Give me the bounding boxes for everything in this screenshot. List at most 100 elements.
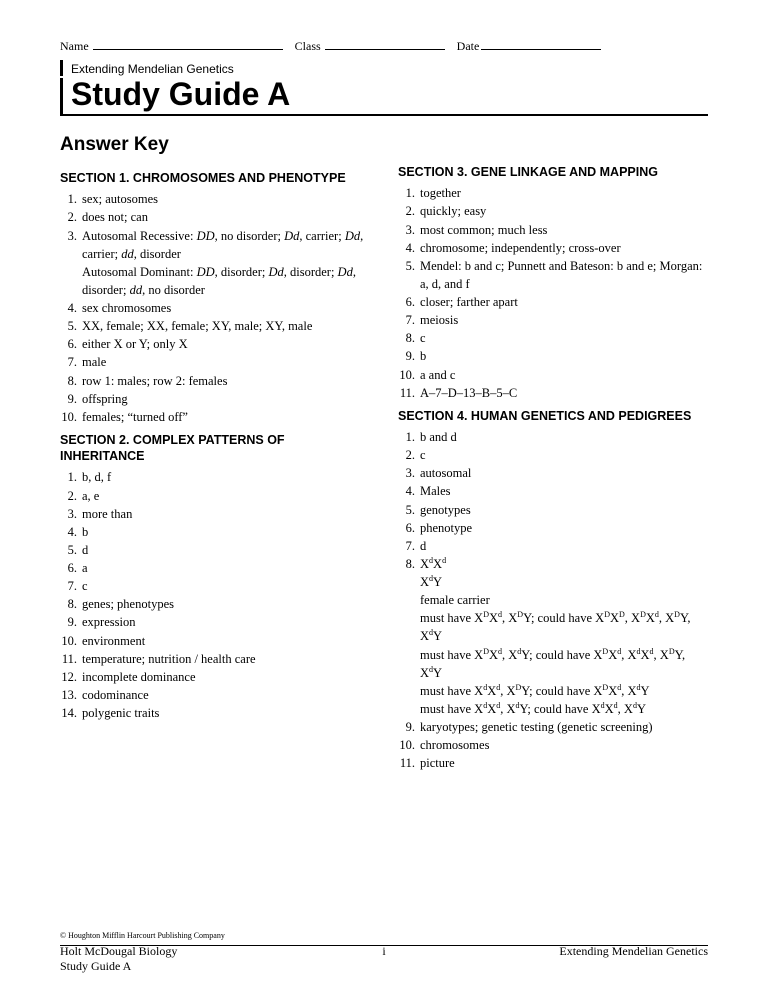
item-number: 2. — [60, 487, 82, 505]
list-item: 1.b and d — [398, 428, 708, 446]
item-number: 14. — [60, 704, 82, 722]
item-number: 1. — [60, 468, 82, 486]
item-text: c — [420, 329, 708, 347]
section3-head: SECTION 3. GENE LINKAGE AND MAPPING — [398, 164, 708, 180]
list-item: 9.karyotypes; genetic testing (genetic s… — [398, 718, 708, 736]
section2-head: SECTION 2. COMPLEX PATTERNS OF INHERITAN… — [60, 432, 370, 465]
section1-list: 1.sex; autosomes2.does not; can3.Autosom… — [60, 190, 370, 426]
item-number: 6. — [398, 519, 420, 537]
item-number: 12. — [60, 668, 82, 686]
list-item: 4.sex chromosomes — [60, 299, 370, 317]
list-item: 11.temperature; nutrition / health care — [60, 650, 370, 668]
item-text: autosomal — [420, 464, 708, 482]
section2-list: 1.b, d, f2.a, e3.more than4.b5.d6.a7.c8.… — [60, 468, 370, 722]
left-column: SECTION 1. CHROMOSOMES AND PHENOTYPE 1.s… — [60, 164, 370, 776]
name-label: Name — [60, 39, 89, 54]
list-item: 6.closer; farther apart — [398, 293, 708, 311]
list-item: 13.codominance — [60, 686, 370, 704]
footer-left: Holt McDougal Biology Study Guide A — [60, 944, 177, 974]
item-number: 2. — [398, 446, 420, 464]
list-item: 3.autosomal — [398, 464, 708, 482]
item-text: male — [82, 353, 370, 371]
item-number: 5. — [398, 257, 420, 275]
date-label: Date — [457, 39, 480, 54]
list-item: 4.Males — [398, 482, 708, 500]
item-number: 4. — [398, 482, 420, 500]
item-text: A–7–D–13–B–5–C — [420, 384, 708, 402]
item-text: environment — [82, 632, 370, 650]
item-text: Autosomal Recessive: DD, no disorder; Dd… — [82, 227, 370, 300]
list-item: 6.either X or Y; only X — [60, 335, 370, 353]
item-text: sex; autosomes — [82, 190, 370, 208]
list-item: 8.XdXdXdYfemale carriermust have XDXd, X… — [398, 555, 708, 718]
item-number: 1. — [398, 184, 420, 202]
class-label: Class — [295, 39, 321, 54]
section4-head: SECTION 4. HUMAN GENETICS AND PEDIGREES — [398, 408, 708, 424]
item-text: polygenic traits — [82, 704, 370, 722]
item-number: 5. — [60, 541, 82, 559]
list-item: 12.incomplete dominance — [60, 668, 370, 686]
copyright: © Houghton Mifflin Harcourt Publishing C… — [60, 931, 225, 940]
item-text: together — [420, 184, 708, 202]
list-item: 1.sex; autosomes — [60, 190, 370, 208]
list-item: 2.quickly; easy — [398, 202, 708, 220]
item-number: 10. — [60, 632, 82, 650]
item-number: 5. — [60, 317, 82, 335]
item-text: picture — [420, 754, 708, 772]
list-item: 3.Autosomal Recessive: DD, no disorder; … — [60, 227, 370, 300]
item-text: either X or Y; only X — [82, 335, 370, 353]
list-item: 1.b, d, f — [60, 468, 370, 486]
item-number: 1. — [398, 428, 420, 446]
item-number: 9. — [60, 390, 82, 408]
item-text: most common; much less — [420, 221, 708, 239]
class-field: Class — [295, 38, 445, 54]
item-text: meiosis — [420, 311, 708, 329]
list-item: 3.more than — [60, 505, 370, 523]
header-fields: Name Class Date — [60, 38, 708, 54]
list-item: 6.phenotype — [398, 519, 708, 537]
list-item: 2.does not; can — [60, 208, 370, 226]
list-item: 7.c — [60, 577, 370, 595]
right-column: SECTION 3. GENE LINKAGE AND MAPPING 1.to… — [398, 164, 708, 776]
list-item: 5.XX, female; XX, female; XY, male; XY, … — [60, 317, 370, 335]
list-item: 8.c — [398, 329, 708, 347]
list-item: 2.c — [398, 446, 708, 464]
item-text: genes; phenotypes — [82, 595, 370, 613]
chapter-subtitle: Extending Mendelian Genetics — [60, 60, 708, 76]
list-item: 7.meiosis — [398, 311, 708, 329]
item-number: 6. — [60, 335, 82, 353]
list-item: 11.picture — [398, 754, 708, 772]
item-number: 7. — [398, 537, 420, 555]
section1-head: SECTION 1. CHROMOSOMES AND PHENOTYPE — [60, 170, 370, 186]
name-line — [93, 38, 283, 50]
item-text: genotypes — [420, 501, 708, 519]
item-text: temperature; nutrition / health care — [82, 650, 370, 668]
list-item: 10.females; “turned off” — [60, 408, 370, 426]
list-item: 5.Mendel: b and c; Punnett and Bateson: … — [398, 257, 708, 293]
item-text: incomplete dominance — [82, 668, 370, 686]
item-text: d — [82, 541, 370, 559]
footer-left2: Study Guide A — [60, 959, 131, 973]
item-number: 5. — [398, 501, 420, 519]
item-number: 10. — [398, 366, 420, 384]
item-number: 13. — [60, 686, 82, 704]
list-item: 4.b — [60, 523, 370, 541]
list-item: 9.b — [398, 347, 708, 365]
list-item: 10.a and c — [398, 366, 708, 384]
item-text: b, d, f — [82, 468, 370, 486]
item-number: 2. — [398, 202, 420, 220]
item-text: Mendel: b and c; Punnett and Bateson: b … — [420, 257, 708, 293]
list-item: 2.a, e — [60, 487, 370, 505]
item-number: 3. — [398, 464, 420, 482]
item-number: 8. — [60, 595, 82, 613]
item-number: 11. — [398, 384, 420, 402]
item-text: chromosomes — [420, 736, 708, 754]
item-text: a and c — [420, 366, 708, 384]
item-text: b and d — [420, 428, 708, 446]
item-number: 10. — [60, 408, 82, 426]
item-text: sex chromosomes — [82, 299, 370, 317]
item-number: 4. — [60, 523, 82, 541]
item-text: c — [420, 446, 708, 464]
list-item: 8.genes; phenotypes — [60, 595, 370, 613]
list-item: 5.d — [60, 541, 370, 559]
